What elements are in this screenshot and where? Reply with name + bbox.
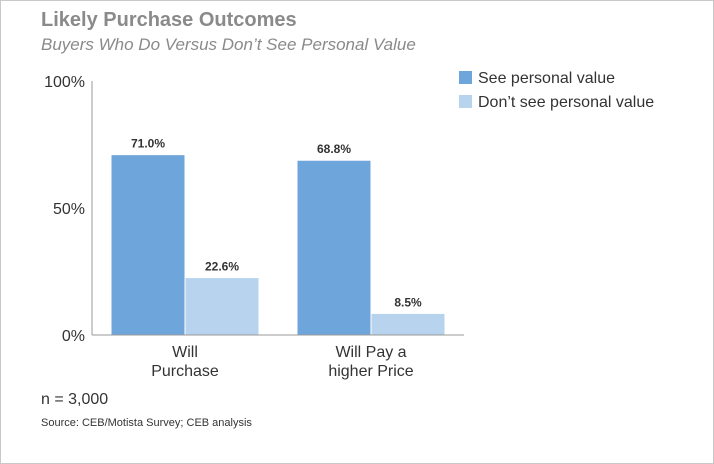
bar [110,154,186,336]
legend-swatch [459,95,472,108]
bar [370,312,446,336]
chart-title: Likely Purchase Outcomes [41,9,297,31]
y-tick-label: 0% [62,328,85,345]
legend-label: Don’t see personal value [478,94,654,111]
bar [296,159,372,336]
data-label: 22.6% [205,260,239,274]
data-label: 71.0% [131,137,165,151]
x-tick-label: Purchase [151,363,219,380]
x-tick-label: higher Price [328,363,413,380]
data-label: 68.8% [317,142,351,156]
bars: 71.0% 68.8% 22.6% 8.5% [110,137,446,336]
source-note: Source: CEB/Motista Survey; CEB analysis [41,417,252,429]
legend-swatch [459,71,472,84]
legend-label: See personal value [478,70,615,87]
sample-size-note: n = 3,000 [41,391,109,408]
y-tick-label: 100% [44,74,85,91]
bar [184,277,260,336]
y-tick-label: 50% [53,201,85,218]
data-label: 8.5% [394,295,422,309]
chart-subtitle: Buyers Who Do Versus Don’t See Personal … [41,35,416,54]
y-axis: 0% 50% 100% [44,74,93,345]
x-tick-label: Will Pay a [335,344,406,361]
x-axis: Will Purchase Will Pay a higher Price [92,334,464,380]
bar-chart: 0% 50% 100% 71.0% 68.8% 22.6% 8.5% Will Purcha… [44,70,654,380]
legend: See personal value Don’t see personal val… [459,70,654,111]
x-tick-label: Will [172,344,198,361]
